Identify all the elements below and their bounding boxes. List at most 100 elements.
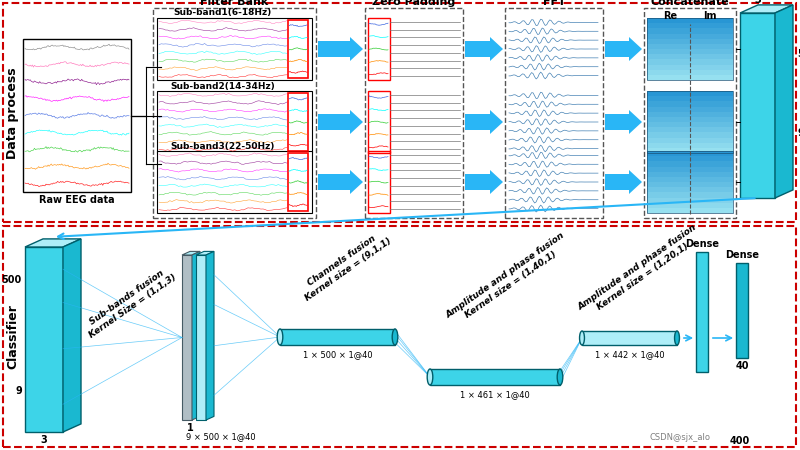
Bar xyxy=(647,44,733,49)
Bar xyxy=(647,162,733,166)
Text: FFT: FFT xyxy=(542,0,566,7)
Text: 40: 40 xyxy=(735,361,749,371)
Bar xyxy=(647,198,733,203)
Text: 9 × 500 × 1@40: 9 × 500 × 1@40 xyxy=(186,432,256,441)
Bar xyxy=(647,33,733,39)
Text: Dense: Dense xyxy=(725,250,759,260)
Ellipse shape xyxy=(427,369,433,385)
Bar xyxy=(647,18,733,23)
Text: Amplitude and phase fusion
Kernel size = (1,40,1): Amplitude and phase fusion Kernel size =… xyxy=(444,231,572,329)
Polygon shape xyxy=(196,252,214,255)
Bar xyxy=(647,151,733,213)
Bar xyxy=(647,96,733,101)
Text: Raw EEG data: Raw EEG data xyxy=(39,195,115,205)
Text: 9: 9 xyxy=(797,128,800,138)
Bar xyxy=(647,54,733,59)
Bar xyxy=(647,192,733,198)
Bar xyxy=(647,127,733,132)
Bar xyxy=(3,3,796,222)
Bar xyxy=(365,8,463,218)
Ellipse shape xyxy=(579,331,585,345)
Bar xyxy=(740,13,775,198)
Text: Classifier: Classifier xyxy=(6,305,19,369)
Bar xyxy=(647,49,733,54)
Text: 1 × 500 × 1@40: 1 × 500 × 1@40 xyxy=(302,351,372,360)
Polygon shape xyxy=(465,110,503,134)
Bar xyxy=(647,166,733,171)
Text: 1: 1 xyxy=(186,423,194,433)
Text: 3: 3 xyxy=(754,0,761,5)
Polygon shape xyxy=(318,37,363,61)
Text: 1 × 461 × 1@40: 1 × 461 × 1@40 xyxy=(460,391,530,400)
Bar xyxy=(368,151,390,213)
Bar xyxy=(23,39,131,192)
Text: Re: Re xyxy=(662,11,677,21)
Bar xyxy=(647,143,733,148)
Bar xyxy=(280,329,395,345)
Polygon shape xyxy=(318,110,363,134)
Text: Sub-band2(14-34Hz): Sub-band2(14-34Hz) xyxy=(170,81,275,90)
Polygon shape xyxy=(192,252,200,420)
Ellipse shape xyxy=(277,329,283,345)
Bar xyxy=(368,91,390,153)
Text: 3: 3 xyxy=(41,435,47,445)
Bar xyxy=(647,122,733,127)
Polygon shape xyxy=(182,252,200,255)
Text: Filter Bank: Filter Bank xyxy=(200,0,269,7)
Bar xyxy=(196,255,206,420)
Polygon shape xyxy=(605,37,642,61)
Bar xyxy=(430,369,560,385)
Bar xyxy=(647,107,733,112)
Bar xyxy=(647,39,733,44)
Bar xyxy=(644,8,736,218)
Ellipse shape xyxy=(558,369,562,385)
Polygon shape xyxy=(775,5,793,198)
Bar xyxy=(647,138,733,143)
Bar xyxy=(647,91,733,96)
Bar xyxy=(182,255,192,420)
Bar xyxy=(25,247,63,432)
Polygon shape xyxy=(318,170,363,194)
Bar xyxy=(153,8,316,218)
Text: 400: 400 xyxy=(730,436,750,446)
Bar xyxy=(288,153,308,211)
Text: Concatenate: Concatenate xyxy=(650,0,730,7)
Bar xyxy=(647,64,733,70)
Bar xyxy=(736,263,748,358)
Bar xyxy=(368,18,390,80)
Bar xyxy=(647,23,733,28)
Bar xyxy=(3,226,796,447)
Bar xyxy=(288,20,308,78)
Bar xyxy=(582,331,677,345)
Polygon shape xyxy=(740,5,793,13)
Bar xyxy=(647,182,733,187)
Text: Data process: Data process xyxy=(6,67,19,159)
Text: Im: Im xyxy=(703,11,717,21)
Text: Sub-bands fusion
Kernel Size = (1,1,3): Sub-bands fusion Kernel Size = (1,1,3) xyxy=(82,264,178,340)
Bar xyxy=(647,156,733,162)
Polygon shape xyxy=(605,110,642,134)
Text: Dense: Dense xyxy=(685,239,719,249)
Polygon shape xyxy=(206,252,214,420)
Bar xyxy=(647,28,733,33)
Bar xyxy=(696,252,708,372)
Text: Sub-band1(6-18Hz): Sub-band1(6-18Hz) xyxy=(174,9,272,18)
Bar xyxy=(288,93,308,151)
Bar xyxy=(647,202,733,208)
Text: Amplitude and phase fusion
Kernel size = (1,20,1): Amplitude and phase fusion Kernel size =… xyxy=(576,223,704,321)
Bar xyxy=(157,151,312,213)
Ellipse shape xyxy=(392,329,398,345)
Text: Channels fusion
Kernel size = (9,1,1): Channels fusion Kernel size = (9,1,1) xyxy=(297,227,393,302)
Bar xyxy=(157,91,312,153)
Bar xyxy=(647,187,733,192)
Polygon shape xyxy=(63,239,81,432)
Polygon shape xyxy=(465,170,503,194)
Text: 9: 9 xyxy=(15,386,22,396)
Bar xyxy=(647,59,733,64)
Polygon shape xyxy=(605,170,642,194)
Bar xyxy=(647,148,733,153)
Text: 500: 500 xyxy=(2,275,22,285)
Bar xyxy=(647,151,733,156)
Bar xyxy=(647,75,733,80)
Text: 1 × 442 × 1@40: 1 × 442 × 1@40 xyxy=(594,351,664,360)
